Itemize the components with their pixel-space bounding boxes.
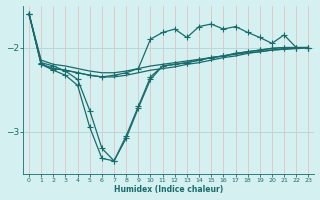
X-axis label: Humidex (Indice chaleur): Humidex (Indice chaleur): [114, 185, 223, 194]
